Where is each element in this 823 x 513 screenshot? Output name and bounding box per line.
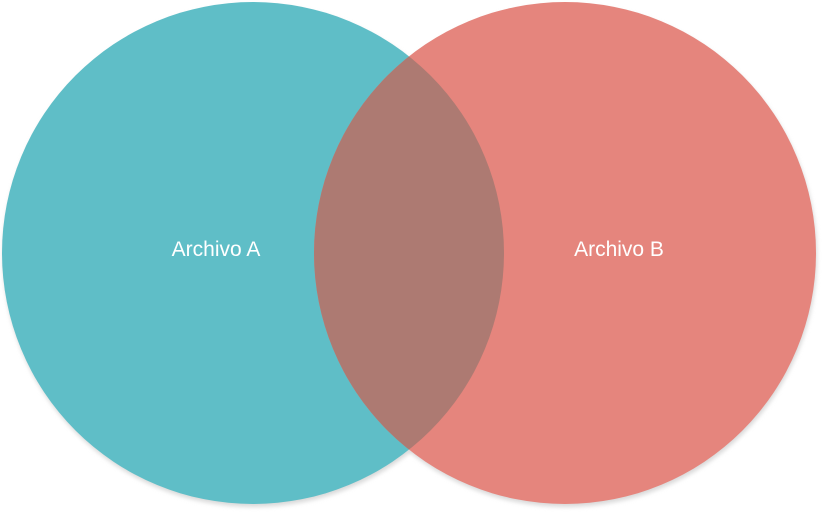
set-b-label: Archivo B <box>574 238 664 261</box>
set-a-label: Archivo A <box>172 238 261 261</box>
intersection-region[interactable] <box>314 2 816 504</box>
